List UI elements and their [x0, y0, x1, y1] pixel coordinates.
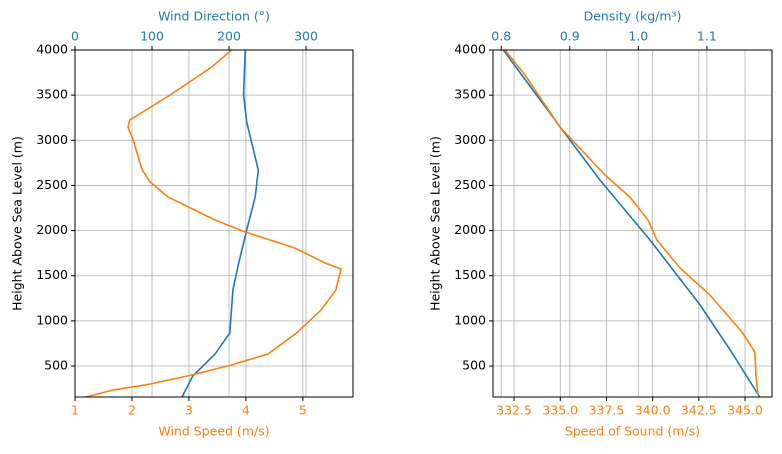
y-tick-label: 3500 — [36, 87, 68, 102]
x2-tick-label: 100 — [140, 29, 164, 44]
y-tick-label: 2000 — [454, 222, 486, 237]
x2-tick-label: 1.1 — [697, 29, 717, 44]
profile-line — [181, 49, 260, 398]
x-tick-label: 335.0 — [542, 403, 578, 418]
y-tick-label: 1500 — [454, 267, 486, 282]
plot-frame — [74, 49, 354, 398]
y-tick-label: 2500 — [454, 177, 486, 192]
x2-tick-label: 0.9 — [560, 29, 580, 44]
y-tick-label: 2000 — [36, 222, 68, 237]
y-tick-label: 1500 — [36, 267, 68, 282]
x2-tick-label: 0 — [71, 29, 79, 44]
x2-tick-label: 300 — [294, 29, 318, 44]
y-tick-label: 500 — [44, 358, 68, 373]
y-tick-label: 3000 — [454, 132, 486, 147]
y-tick-label: 3500 — [454, 87, 486, 102]
x-tick-label: 345.0 — [727, 403, 763, 418]
y-tick-label: 1000 — [36, 312, 68, 327]
x2-axis-label: Wind Direction (°) — [158, 9, 270, 24]
y-axis-label: Height Above Sea Level (m) — [428, 136, 443, 311]
profile-line — [504, 49, 759, 395]
y-tick-label: 2500 — [36, 177, 68, 192]
y-tick-label: 500 — [462, 358, 486, 373]
x-tick-label: 1 — [71, 403, 79, 418]
y-tick-label: 3000 — [36, 132, 68, 147]
x2-axis-label: Density (kg/m³) — [584, 9, 682, 24]
y-axis-label: Height Above Sea Level (m) — [10, 136, 25, 311]
x-tick-label: 2 — [128, 403, 136, 418]
x-tick-label: 4 — [242, 403, 250, 418]
x2-tick-label: 1.0 — [628, 29, 648, 44]
x-axis-label: Wind Speed (m/s) — [158, 424, 269, 439]
x-tick-label: 332.5 — [496, 403, 532, 418]
plot-frame — [492, 49, 773, 398]
x-tick-label: 337.5 — [589, 403, 625, 418]
x-tick-label: 5 — [299, 403, 307, 418]
y-tick-label: 4000 — [36, 42, 68, 57]
x2-tick-label: 200 — [217, 29, 241, 44]
x-axis-label: Speed of Sound (m/s) — [565, 424, 700, 439]
x2-tick-label: 0.8 — [491, 29, 511, 44]
profile-line — [502, 49, 761, 398]
y-tick-label: 4000 — [454, 42, 486, 57]
profile-line — [85, 49, 342, 398]
x-tick-label: 340.0 — [635, 403, 671, 418]
x-tick-label: 342.5 — [681, 403, 717, 418]
y-tick-label: 1000 — [454, 312, 486, 327]
x-tick-label: 3 — [185, 403, 193, 418]
